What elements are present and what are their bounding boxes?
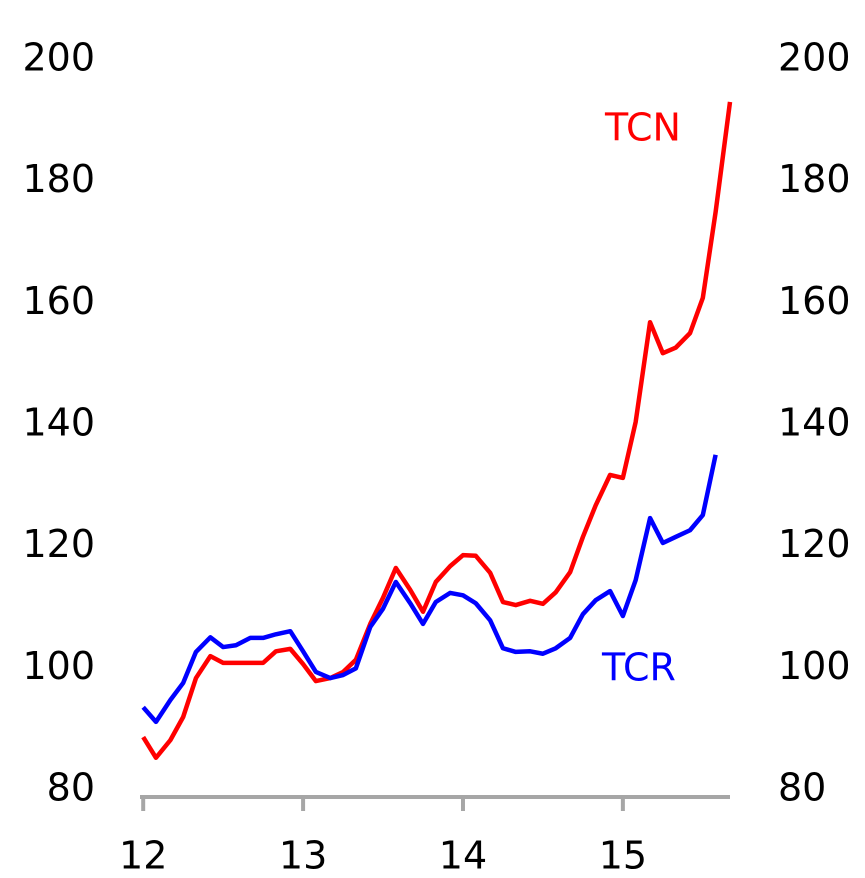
y2-tick-label: 120 (778, 522, 851, 566)
y2-tick-label: 140 (778, 401, 851, 445)
x-tick-label: 12 (119, 834, 167, 878)
y2-tick-label: 160 (778, 279, 851, 323)
x-tick-label: 14 (439, 834, 487, 878)
y-tick-label: 80 (47, 766, 95, 810)
series-label: TCR (601, 646, 676, 690)
series-line (141, 101, 733, 761)
series-line (141, 454, 718, 725)
y2-tick-label: 200 (778, 36, 851, 80)
x-tick-label: 13 (279, 834, 327, 878)
y-tick-label: 200 (22, 36, 95, 80)
y-tick-label: 160 (22, 279, 95, 323)
y-tick-label: 100 (22, 644, 95, 688)
y-tick-label: 120 (22, 522, 95, 566)
series-label: TCN (604, 106, 681, 150)
y2-tick-label: 80 (778, 766, 826, 810)
y2-tick-label: 180 (778, 157, 851, 201)
y-tick-label: 140 (22, 401, 95, 445)
y-tick-label: 180 (22, 157, 95, 201)
y2-tick-label: 100 (778, 644, 851, 688)
x-tick-label: 15 (599, 834, 647, 878)
